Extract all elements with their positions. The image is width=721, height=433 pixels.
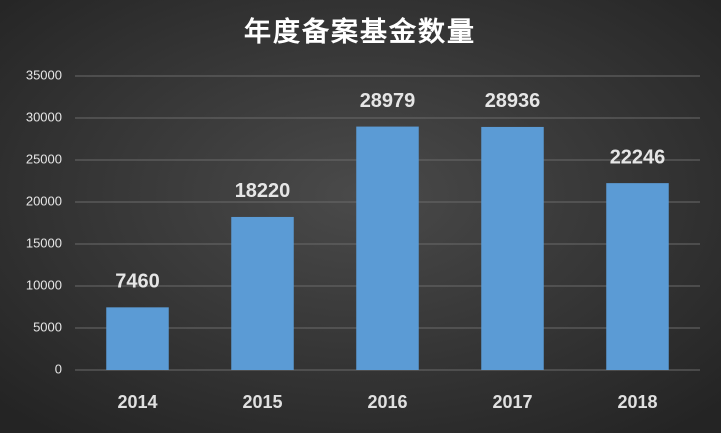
x-tick-label: 2017 bbox=[492, 392, 532, 412]
data-label: 7460 bbox=[115, 271, 160, 293]
y-tick-label: 30000 bbox=[26, 109, 62, 124]
y-tick-label: 35000 bbox=[26, 67, 62, 82]
y-tick-label: 0 bbox=[55, 361, 62, 376]
bar bbox=[606, 183, 669, 370]
x-tick-label: 2014 bbox=[117, 392, 157, 412]
data-label: 28979 bbox=[360, 90, 416, 112]
x-tick-label: 2016 bbox=[367, 392, 407, 412]
y-tick-label: 25000 bbox=[26, 151, 62, 166]
bar bbox=[481, 126, 544, 371]
bar bbox=[106, 307, 169, 370]
data-label: 22246 bbox=[610, 146, 666, 168]
y-tick-label: 15000 bbox=[26, 235, 62, 250]
bar bbox=[231, 216, 294, 370]
y-tick-label: 10000 bbox=[26, 277, 62, 292]
y-tick-label: 5000 bbox=[33, 319, 62, 334]
data-label: 28936 bbox=[485, 90, 541, 112]
y-tick-label: 20000 bbox=[26, 193, 62, 208]
bar bbox=[356, 126, 419, 370]
data-label: 18220 bbox=[235, 180, 291, 202]
chart-title: 年度备案基金数量 bbox=[244, 16, 476, 47]
x-tick-label: 2018 bbox=[617, 392, 657, 412]
x-tick-label: 2015 bbox=[242, 392, 282, 412]
